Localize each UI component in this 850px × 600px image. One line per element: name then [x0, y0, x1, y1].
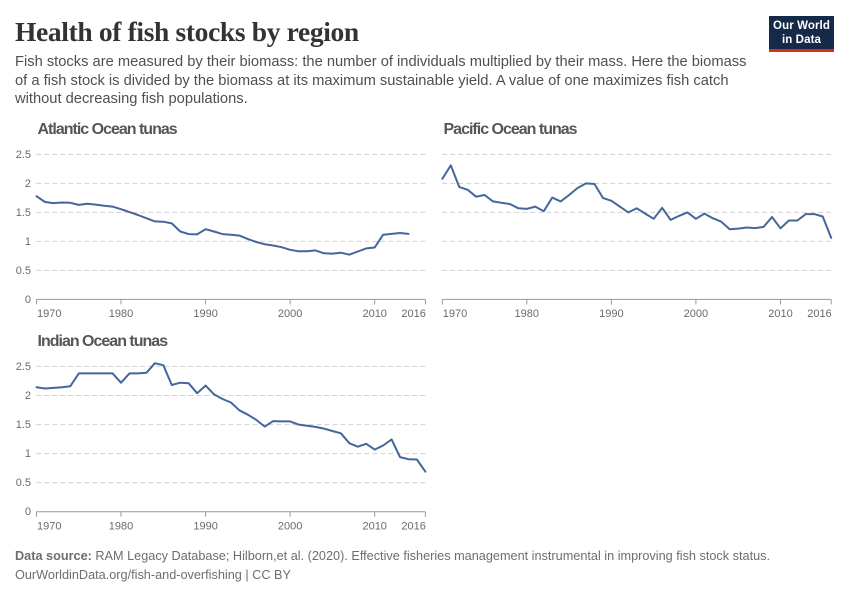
svg-text:2: 2: [25, 178, 31, 190]
svg-text:1.5: 1.5: [16, 419, 31, 431]
svg-text:1970: 1970: [37, 521, 61, 533]
svg-text:1990: 1990: [193, 308, 217, 320]
svg-text:2016: 2016: [807, 308, 831, 320]
svg-text:2010: 2010: [362, 521, 386, 533]
svg-text:0.5: 0.5: [16, 265, 31, 277]
svg-text:1990: 1990: [599, 308, 623, 320]
svg-text:1980: 1980: [515, 308, 539, 320]
svg-text:0: 0: [25, 294, 31, 306]
svg-text:2000: 2000: [278, 521, 302, 533]
svg-text:1970: 1970: [37, 308, 61, 320]
svg-text:1: 1: [25, 448, 31, 460]
svg-text:2016: 2016: [401, 521, 425, 533]
svg-text:0.5: 0.5: [16, 477, 31, 489]
svg-text:1980: 1980: [109, 521, 133, 533]
svg-text:1990: 1990: [193, 521, 217, 533]
svg-text:1: 1: [25, 236, 31, 248]
svg-text:1970: 1970: [443, 308, 467, 320]
svg-text:2000: 2000: [684, 308, 708, 320]
svg-text:2016: 2016: [401, 308, 425, 320]
svg-text:2000: 2000: [278, 308, 302, 320]
svg-text:2010: 2010: [362, 308, 386, 320]
svg-text:2.5: 2.5: [16, 149, 31, 161]
svg-text:0: 0: [25, 506, 31, 518]
svg-text:1.5: 1.5: [16, 207, 31, 219]
svg-text:2: 2: [25, 390, 31, 402]
svg-text:2.5: 2.5: [16, 361, 31, 373]
svg-text:1980: 1980: [109, 308, 133, 320]
svg-text:2010: 2010: [768, 308, 792, 320]
